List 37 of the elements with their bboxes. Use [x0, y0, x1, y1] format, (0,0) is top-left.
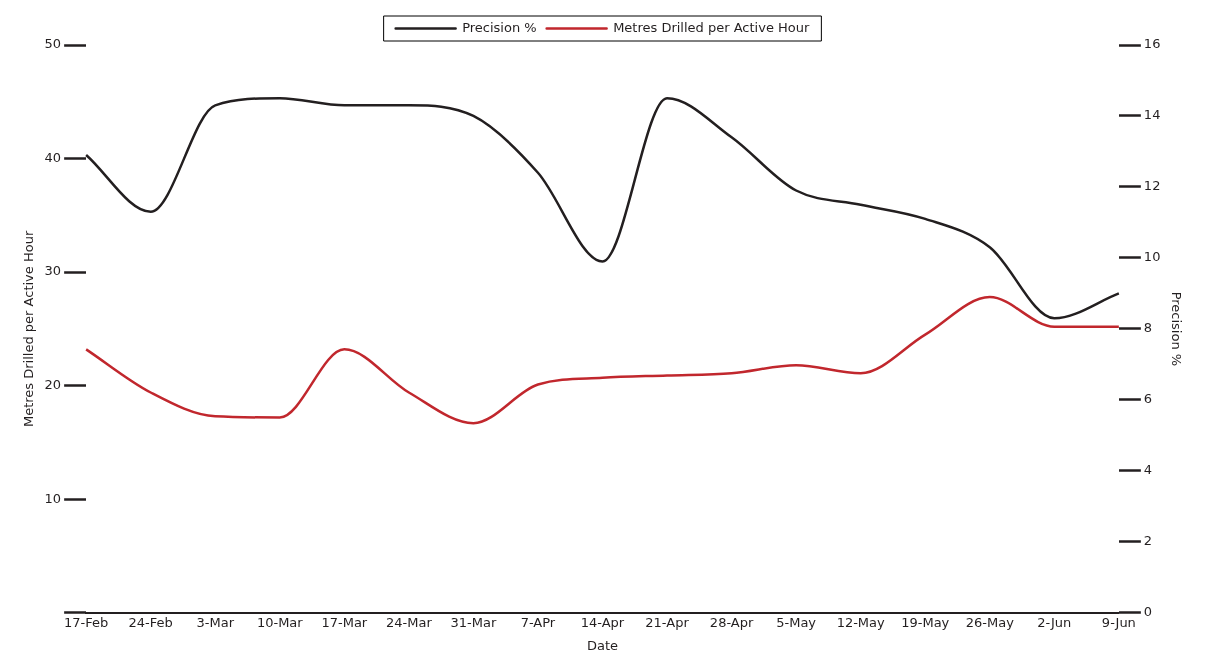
x-tick-label: 17-Feb	[64, 614, 109, 630]
x-tick-label: 14-Apr	[580, 614, 625, 630]
x-tick-label: 24-Mar	[385, 614, 433, 630]
y2-tick-label: 12	[1143, 178, 1161, 194]
x-tick-label: 17-Mar	[321, 614, 368, 630]
line-series	[84, 295, 1121, 425]
x-tick-label: 2-Jun	[1037, 614, 1072, 630]
y2-tick-label: 0	[1143, 604, 1153, 620]
y2-tick-label: 14	[1143, 107, 1161, 123]
y-tick-label: 50	[44, 36, 62, 52]
y-tick-label: 30	[44, 263, 62, 279]
x-tick-label: 31-Mar	[450, 614, 497, 630]
x-tick-label: 5-May	[776, 614, 817, 630]
y-tick-label: 40	[44, 149, 62, 165]
legend-label: Metres Drilled per Active Hour	[613, 19, 811, 35]
y2-axis-title: Precision %	[1168, 291, 1184, 367]
x-axis-title: Date	[586, 637, 619, 653]
y2-tick-label: 16	[1143, 36, 1161, 52]
x-tick-label: 19-May	[901, 614, 950, 630]
y2-tick-label: 6	[1143, 391, 1153, 407]
x-tick-label: 28-Apr	[709, 614, 754, 630]
y-tick-label: 10	[44, 490, 62, 506]
x-tick-label: 12-May	[836, 614, 886, 630]
y2-tick-label: 10	[1143, 249, 1161, 265]
x-tick-label: 26-May	[965, 614, 1015, 630]
x-tick-label: 7-APr	[520, 614, 556, 630]
x-tick-label: 3-Mar	[196, 614, 235, 630]
x-tick-label: 21-Apr	[645, 614, 690, 630]
y2-tick-label: 8	[1143, 320, 1153, 336]
y-tick-label: 20	[44, 377, 62, 393]
x-tick-label: 9-Jun	[1101, 614, 1136, 630]
y2-tick-label: 2	[1143, 533, 1153, 549]
legend-label: Precision %	[462, 19, 537, 35]
y2-tick-label: 4	[1143, 462, 1153, 478]
x-tick-label: 24-Feb	[128, 614, 173, 630]
x-tick-label: 10-Mar	[256, 614, 304, 630]
y-axis-title: Metres Drilled per Active Hour	[21, 230, 37, 428]
